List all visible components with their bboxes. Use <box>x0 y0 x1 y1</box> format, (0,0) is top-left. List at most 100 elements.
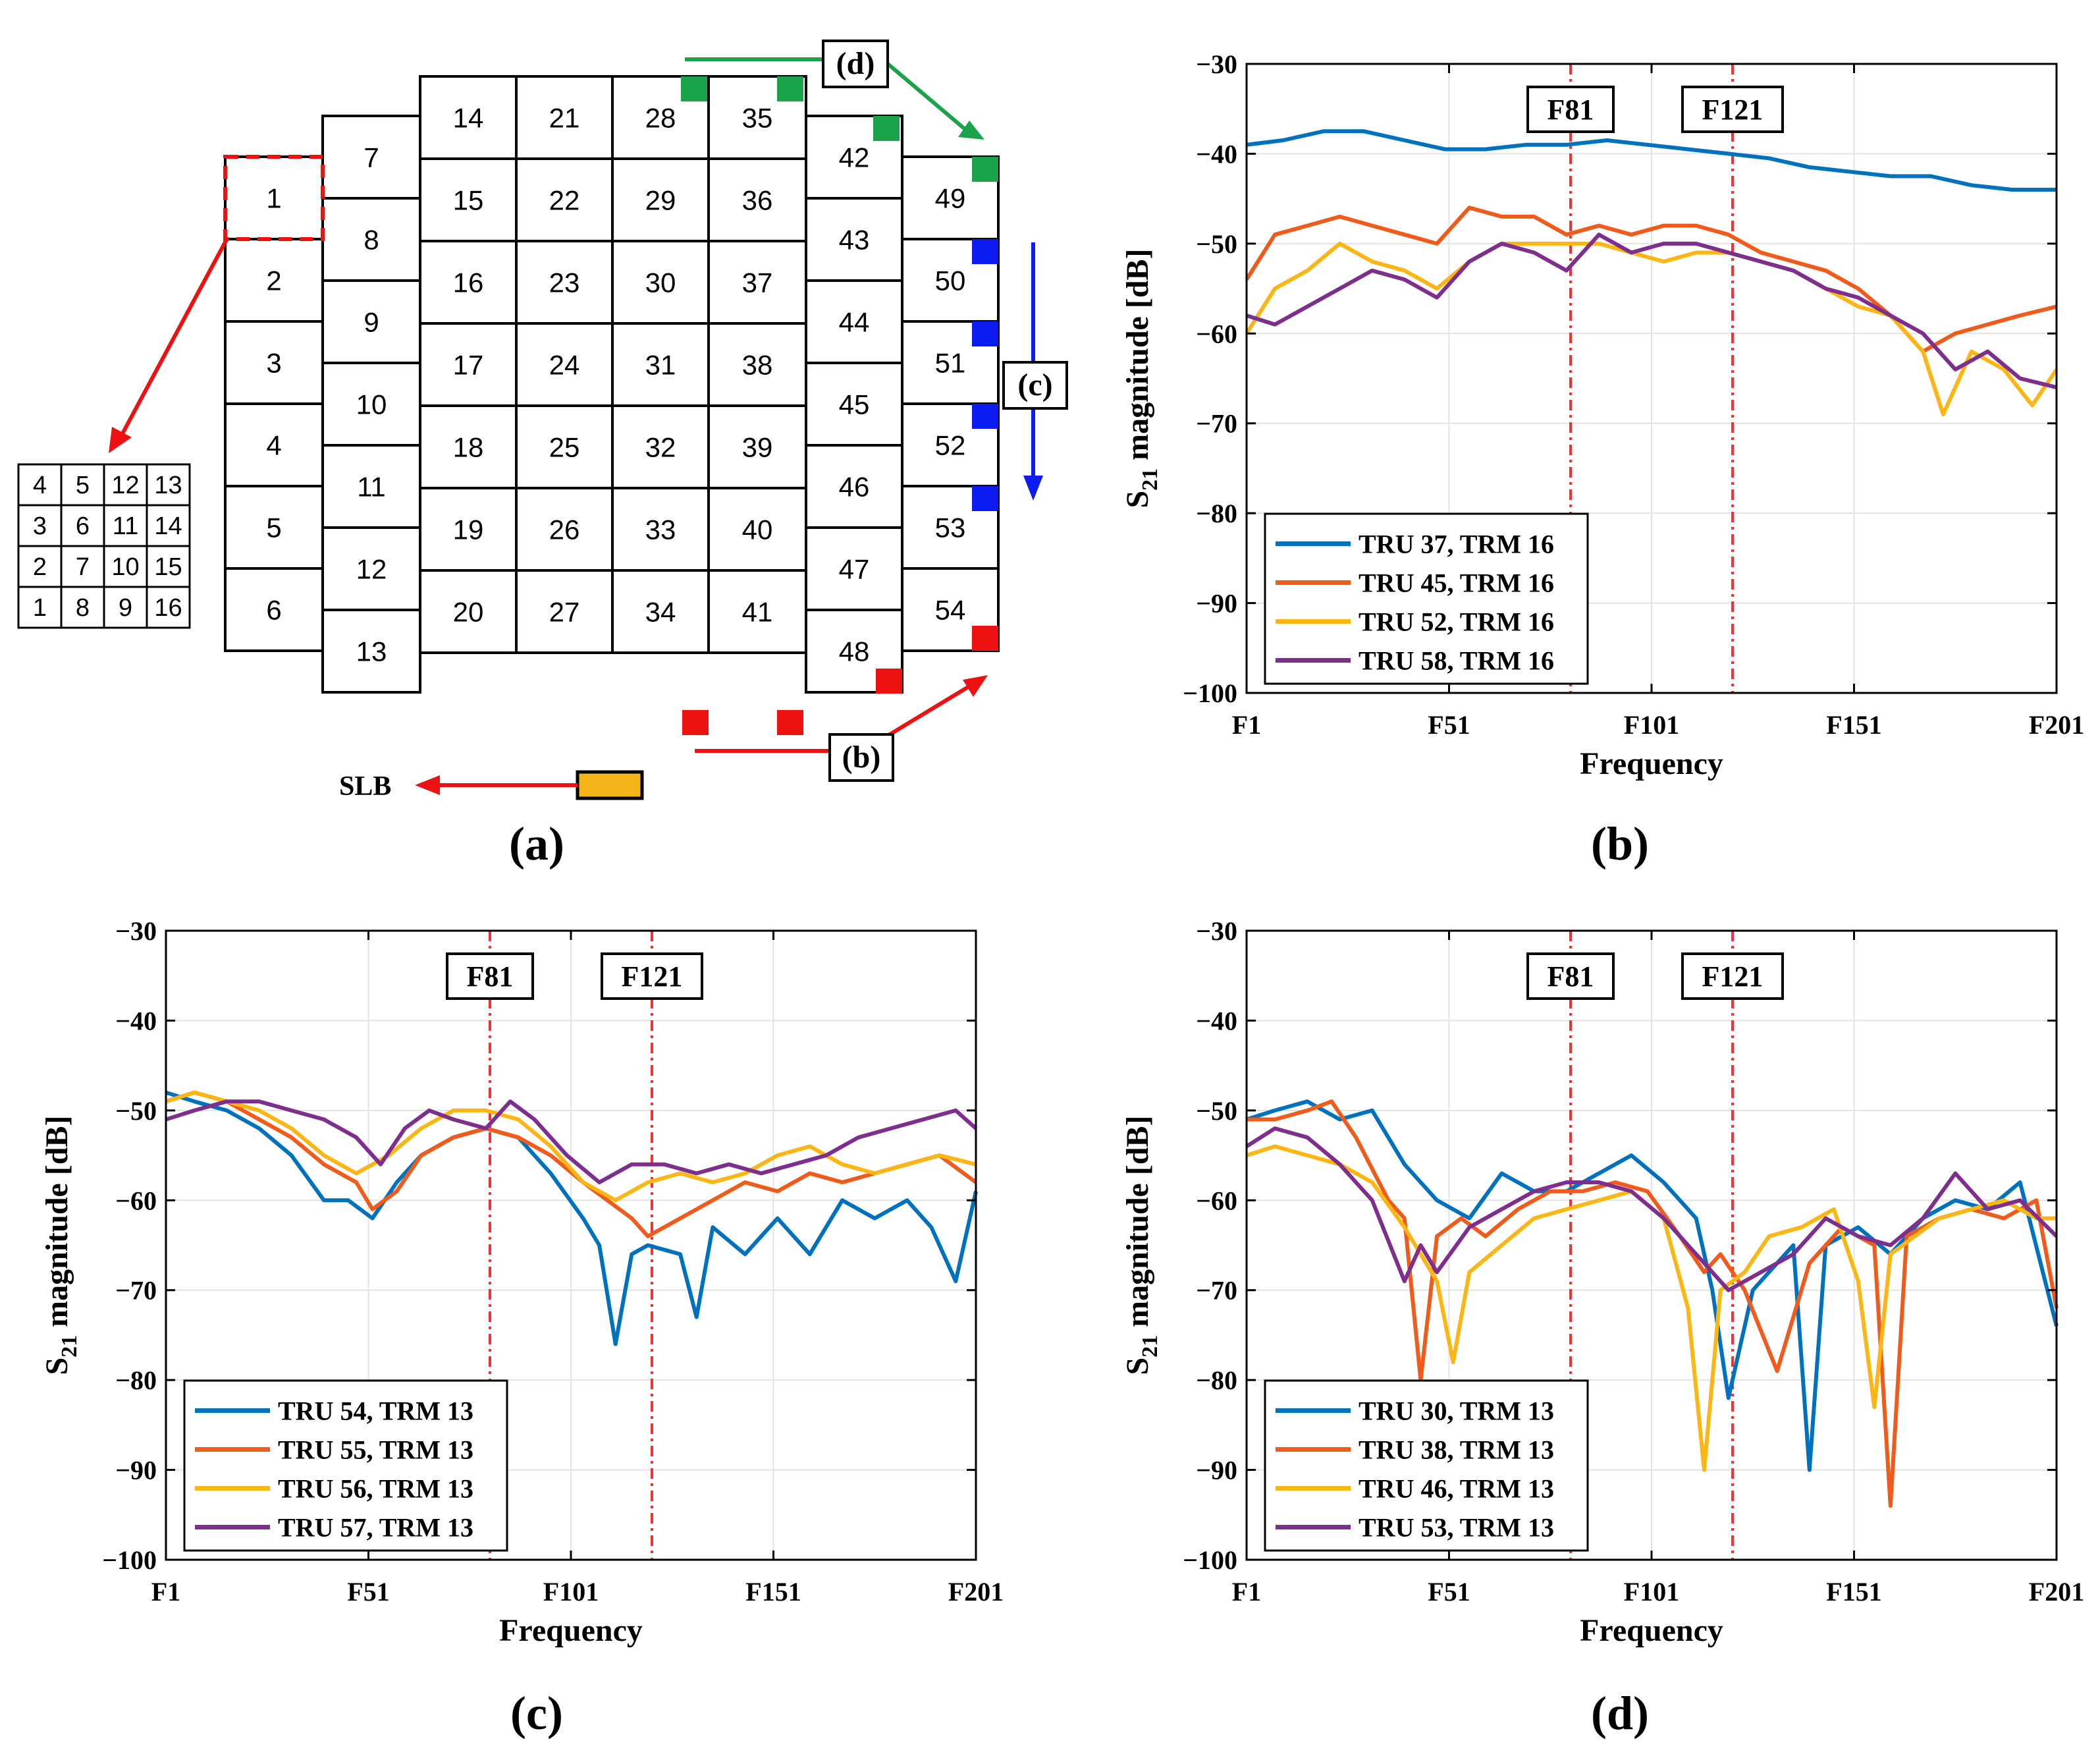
y-tick-label: −50 <box>1196 229 1237 259</box>
y-tick-label: −80 <box>1196 499 1237 528</box>
tile-cell <box>224 567 324 652</box>
c-label-box <box>1002 361 1068 410</box>
legend-entry: TRU 57, TRM 13 <box>278 1513 473 1543</box>
c-arrow-head <box>1023 476 1043 501</box>
tile-number: 5 <box>266 512 281 543</box>
y-axis-label: S21 magnitude [dB] <box>1120 248 1162 508</box>
blue-marker <box>972 239 998 264</box>
x-axis-label: Frequency <box>1580 1613 1723 1648</box>
y-axis-label-rest: magnitude [dB] <box>1120 1115 1155 1334</box>
y-axis-label: S21 magnitude [dB] <box>40 1115 82 1375</box>
marker-label-box <box>601 952 703 1000</box>
y-tick-label: −30 <box>1196 49 1237 79</box>
tile-cell <box>515 75 614 160</box>
tile-cell <box>419 569 518 654</box>
tile-number: 48 <box>839 636 870 667</box>
tile-number: 1 <box>266 183 281 214</box>
marker-label: F121 <box>1702 94 1763 126</box>
y-tick-label: −70 <box>115 1276 157 1306</box>
tile-cell <box>707 240 807 325</box>
x-tick-label: F1 <box>151 1577 180 1607</box>
tile-number: 34 <box>645 597 676 628</box>
tile-number: 23 <box>549 267 580 298</box>
x-tick-label: F201 <box>948 1577 1004 1607</box>
tile-cell <box>321 362 421 447</box>
y-tick-label: −70 <box>1196 1276 1237 1306</box>
d-label: (d) <box>836 46 875 81</box>
trm-cell <box>146 504 191 547</box>
tile-number: 43 <box>839 225 870 256</box>
series-line <box>1246 1099 2059 1472</box>
tile-number: 39 <box>742 432 773 463</box>
marker-label-box <box>1681 86 1784 133</box>
trm-number: 7 <box>76 553 90 581</box>
tile-number: 40 <box>742 514 773 545</box>
y-axis-label-sub: 21 <box>1138 1335 1162 1358</box>
trm-number: 14 <box>154 512 182 540</box>
tile-number: 33 <box>645 514 676 545</box>
marker-label-box <box>1681 952 1784 1000</box>
tile-cell <box>419 322 518 407</box>
y-axis-label-rest: magnitude [dB] <box>1120 248 1155 468</box>
zoom-arrow <box>120 237 229 436</box>
tile-number: 41 <box>742 597 773 628</box>
series-line <box>165 1090 978 1346</box>
red-marker <box>682 710 709 735</box>
tile-cell <box>515 569 614 654</box>
x-tick-label: F1 <box>1232 710 1261 740</box>
series-line <box>165 1099 977 1184</box>
tile-number: 38 <box>742 350 773 381</box>
tile-number: 13 <box>356 636 387 667</box>
tile-number: 15 <box>453 185 484 216</box>
y-tick-label: −60 <box>1196 1186 1237 1215</box>
series-line <box>1245 241 2059 417</box>
y-axis-label-sub: 21 <box>57 1335 82 1358</box>
tile-1-highlight <box>223 155 325 241</box>
tile-cell <box>707 569 807 654</box>
green-marker <box>972 157 998 182</box>
x-tick-label: F151 <box>1826 710 1881 740</box>
tile-number: 25 <box>549 432 580 463</box>
green-marker <box>681 76 707 101</box>
trm-cell <box>17 463 63 507</box>
legend-entry: TRU 56, TRM 13 <box>278 1474 473 1504</box>
trm-number: 13 <box>154 472 182 499</box>
tile-number: 36 <box>742 185 773 216</box>
b-label-box <box>828 733 894 782</box>
trm-cell <box>103 586 148 629</box>
tile-number: 24 <box>549 350 580 381</box>
series-line <box>1245 1126 2059 1292</box>
legend-entry: TRU 45, TRM 16 <box>1359 568 1554 598</box>
trm-number: 6 <box>76 512 90 540</box>
legend-entry: TRU 52, TRM 16 <box>1359 607 1554 637</box>
tile-cell <box>224 238 324 323</box>
tile-cell <box>707 157 807 242</box>
tile-number: 22 <box>549 185 580 216</box>
legend-entry: TRU 38, TRM 13 <box>1359 1435 1554 1465</box>
tile-cell <box>805 444 903 529</box>
d-arrow-head <box>958 121 984 140</box>
x-tick-label: F51 <box>1428 1577 1470 1607</box>
tile-number: 42 <box>839 142 870 173</box>
legend-entry: TRU 37, TRM 16 <box>1359 530 1554 559</box>
y-tick-label: −90 <box>1196 1456 1237 1485</box>
tile-number: 49 <box>935 183 966 214</box>
y-tick-label: −40 <box>1196 139 1237 169</box>
x-tick-label: F101 <box>543 1577 599 1607</box>
series-line <box>1246 233 2057 390</box>
y-tick-label: −50 <box>1196 1096 1237 1126</box>
tile-cell <box>419 240 518 325</box>
trm-number: 16 <box>154 594 182 622</box>
y-tick-label: −60 <box>1196 319 1237 348</box>
tile-number: 21 <box>549 103 580 134</box>
tile-cell <box>419 75 518 160</box>
tile-number: 32 <box>645 432 676 463</box>
marker-label: F121 <box>622 960 683 993</box>
series-line <box>1247 1099 2059 1508</box>
slb-arrow-head <box>415 775 440 795</box>
green-marker <box>873 116 900 141</box>
marker-label-box <box>1526 86 1615 133</box>
legend-entry: TRU 54, TRM 13 <box>278 1396 473 1426</box>
y-axis-label-main: S <box>1120 1358 1155 1375</box>
trm-cell <box>146 545 191 588</box>
